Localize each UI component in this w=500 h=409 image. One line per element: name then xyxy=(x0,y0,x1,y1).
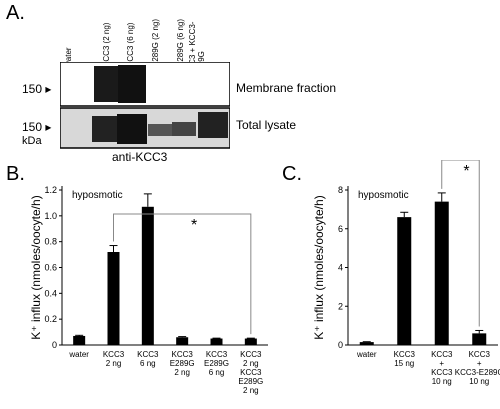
y-tick-label: 0.4 xyxy=(44,288,57,298)
y-tick-label: 4 xyxy=(338,263,343,273)
x-tick-label: 15 ng xyxy=(394,359,414,368)
lane-label: E289G (6 ng) xyxy=(176,18,185,67)
y-tick-label: 2 xyxy=(338,301,343,311)
x-tick-label: 2 ng xyxy=(174,368,190,377)
significance-star: * xyxy=(191,217,197,234)
panel-letter: B. xyxy=(6,163,25,185)
antibody-label: anti-KCC3 xyxy=(112,150,168,164)
x-tick-label: KCC3 xyxy=(431,368,453,377)
bar xyxy=(244,338,257,345)
x-tick-label: + xyxy=(477,359,482,368)
x-tick-label: 6 ng xyxy=(209,368,225,377)
bar xyxy=(73,335,86,345)
blot-band xyxy=(172,122,196,136)
lane-label: KCC3 (2 ng) xyxy=(102,22,111,67)
mw-value: 150 xyxy=(22,82,43,96)
x-tick-label: KCC3 xyxy=(240,368,262,377)
x-tick-label: KCC3 xyxy=(103,350,125,359)
y-tick-label: 8 xyxy=(338,185,343,195)
blot-label: Total lysate xyxy=(236,118,297,132)
blot-band xyxy=(117,114,147,144)
mw-marker: 150 ▸ xyxy=(22,120,52,134)
x-tick-label: 10 ng xyxy=(432,377,452,386)
blot-band xyxy=(148,124,172,136)
blot-label: Membrane fraction xyxy=(236,81,337,95)
bar xyxy=(359,342,374,345)
y-tick-label: 6 xyxy=(338,224,343,234)
blot-band xyxy=(94,66,120,102)
y-tick-label: 1.0 xyxy=(44,211,57,221)
x-tick-label: KCC3 xyxy=(206,350,228,359)
significance-bracket xyxy=(113,213,252,335)
mw-marker: 150 ▸ xyxy=(22,82,52,96)
significance-bracket xyxy=(441,160,480,327)
bar xyxy=(210,338,223,345)
y-tick-label: 0.6 xyxy=(44,263,57,273)
bar xyxy=(107,252,120,345)
x-tick-label: water xyxy=(356,350,377,359)
lane-label: KCC3 (6 ng) xyxy=(126,22,135,67)
x-tick-label: E289G xyxy=(204,359,229,368)
bar xyxy=(176,337,189,345)
x-tick-label: KCC3-E289G xyxy=(455,368,500,377)
blot-band xyxy=(198,112,228,138)
x-tick-label: 6 ng xyxy=(140,359,156,368)
x-tick-label: KCC3 xyxy=(469,350,491,359)
x-tick-label: 10 ng xyxy=(469,377,489,386)
x-tick-label: 2 ng xyxy=(243,359,259,368)
x-tick-label: E289G xyxy=(238,377,263,386)
panel-a-letter: A. xyxy=(6,2,25,24)
x-tick-label: water xyxy=(68,350,89,359)
western-blot xyxy=(60,62,230,149)
mw-value: 150 xyxy=(22,120,43,134)
chart-annotation: hyposmotic xyxy=(72,190,123,201)
mw-unit: kDa xyxy=(22,135,42,147)
y-tick-label: 1.2 xyxy=(44,185,57,195)
x-tick-label: KCC3 xyxy=(240,350,262,359)
x-tick-label: 2 ng xyxy=(243,386,259,395)
x-tick-label: KCC3 xyxy=(394,350,416,359)
bar xyxy=(472,333,487,345)
y-axis-label: K⁺ influx (nmoles/oocyte/h) xyxy=(29,195,43,339)
bar xyxy=(141,206,154,345)
bar xyxy=(434,201,449,345)
blot-band xyxy=(92,116,120,142)
panel-letter: C. xyxy=(282,163,302,185)
bar xyxy=(397,217,412,345)
chart-c: C. hyposmotic K⁺ influx (nmoles/oocyte/h) 0… xyxy=(282,160,500,386)
x-tick-label: E289G xyxy=(170,359,195,368)
x-tick-label: + xyxy=(439,359,444,368)
x-tick-label: KCC3 xyxy=(137,350,159,359)
chart-annotation: hyposmotic xyxy=(358,190,409,201)
lane-label: E289G (2 ng) xyxy=(151,18,160,67)
y-axis-label: K⁺ influx (nmoles/oocyte/h) xyxy=(312,195,326,339)
y-tick-label: 0.2 xyxy=(44,314,57,324)
x-tick-label: KCC3 xyxy=(431,350,453,359)
y-tick-label: 0 xyxy=(52,340,57,350)
y-tick-label: 0.8 xyxy=(44,237,57,247)
blot-band xyxy=(118,65,146,103)
significance-star: * xyxy=(463,163,469,180)
x-tick-label: KCC3 xyxy=(171,350,193,359)
y-tick-label: 0 xyxy=(338,340,343,350)
x-tick-label: 2 ng xyxy=(106,359,122,368)
